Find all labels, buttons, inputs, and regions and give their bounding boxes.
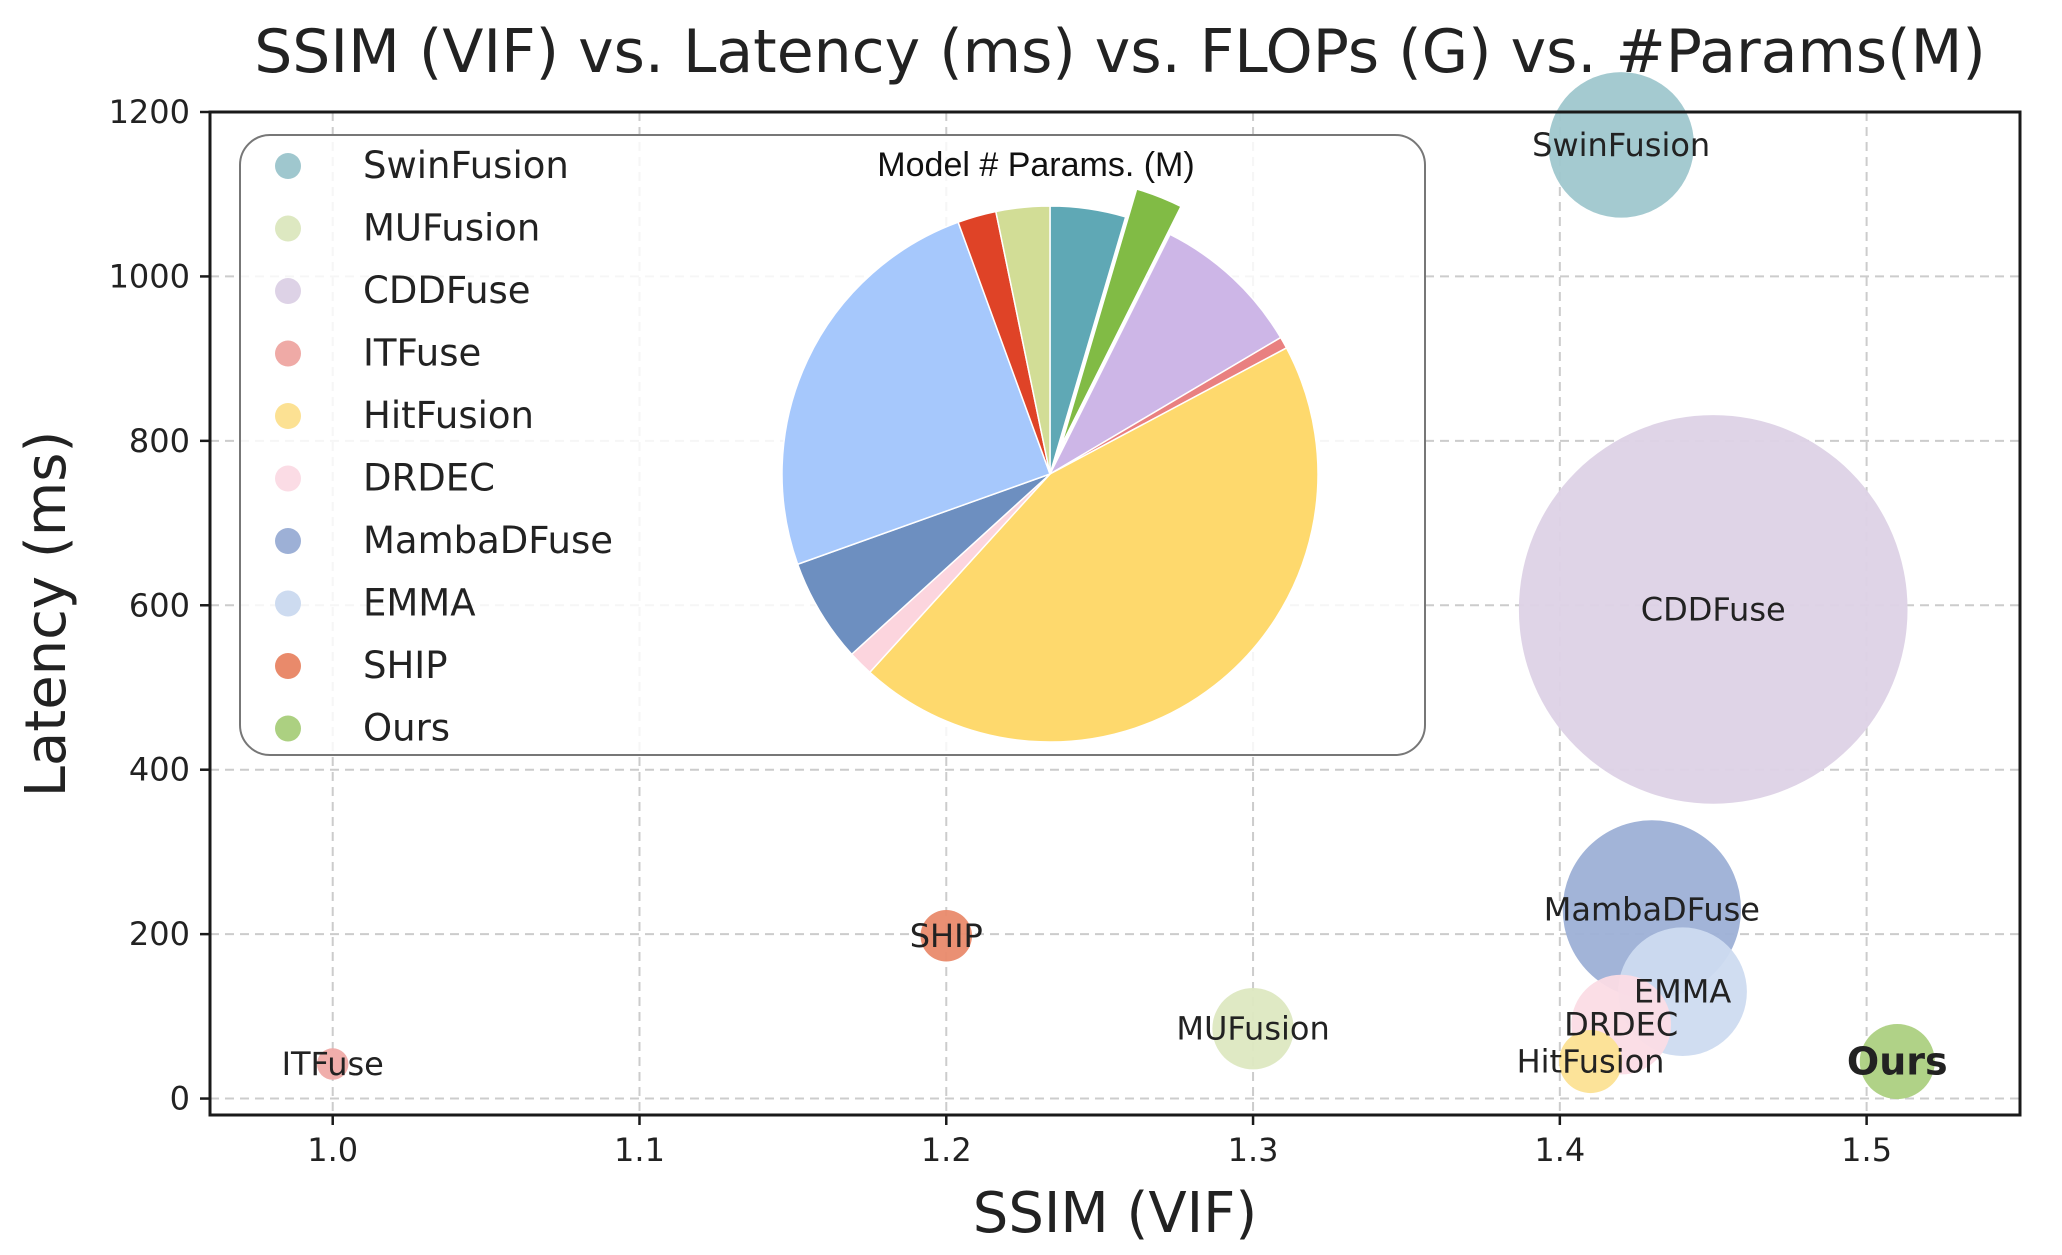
bubble-label-hitfusion: HitFusion xyxy=(1517,1043,1665,1081)
legend-marker-drdec xyxy=(275,465,301,492)
y-tick-label: 800 xyxy=(129,422,190,460)
y-tick-label: 400 xyxy=(129,751,190,789)
x-tick-label: 1.0 xyxy=(307,1131,358,1169)
legend-label-mufusion: MUFusion xyxy=(363,207,540,250)
x-tick-label: 1.3 xyxy=(1228,1131,1279,1169)
pie-slice-cddfuse xyxy=(1048,233,1282,476)
y-axis-label: Latency (ms) xyxy=(14,431,79,798)
bubble-ship xyxy=(920,910,973,962)
x-axis-label: SSIM (VIF) xyxy=(973,1181,1257,1246)
bubble-label-drdec: DRDEC xyxy=(1564,1006,1678,1044)
y-tick-label: 0 xyxy=(170,1080,190,1118)
bubble-label-cddfuse: CDDFuse xyxy=(1641,590,1786,628)
legend-label-ours: Ours xyxy=(363,707,450,750)
x-tick-label: 1.2 xyxy=(921,1131,972,1169)
legend-label-itfuse: ITFuse xyxy=(363,332,481,375)
legend-marker-mambadfuse xyxy=(275,528,301,554)
legend-label-drdec: DRDEC xyxy=(363,457,495,500)
legend-label-mambadfuse: MambaDFuse xyxy=(363,519,613,562)
chart-title: SSIM (VIF) vs. Latency (ms) vs. FLOPs (G… xyxy=(254,17,1986,87)
y-tick-label: 1000 xyxy=(109,257,190,295)
bubble-itfuse xyxy=(316,1048,349,1080)
bubble-label-swinfusion: SwinFusion xyxy=(1532,126,1710,164)
bubble-cddfuse xyxy=(1518,415,1908,804)
bubble-label-itfuse: ITFuse xyxy=(282,1045,384,1083)
params-pie-chart xyxy=(781,188,1319,743)
legend-label-cddfuse: CDDFuse xyxy=(363,269,531,312)
x-tick-label: 1.4 xyxy=(1534,1131,1585,1169)
bubble-label-emma: EMMA xyxy=(1634,973,1731,1011)
bubble-label-mambadfuse: MambaDFuse xyxy=(1544,890,1760,928)
legend-marker-ours xyxy=(275,715,301,742)
x-tick-label: 1.1 xyxy=(614,1131,665,1169)
legend-marker-cddfuse xyxy=(275,278,301,304)
pie-title: Model # Params. (M) xyxy=(877,146,1194,184)
y-tick-label: 600 xyxy=(129,586,190,624)
plot-frame xyxy=(208,110,2022,1117)
pie-slice-ours xyxy=(1060,188,1182,447)
pie-slice-emma xyxy=(781,221,1051,566)
legend-marker-emma xyxy=(275,590,301,617)
legend-marker-hitfusion xyxy=(275,403,301,429)
y-tick-label: 200 xyxy=(129,915,190,953)
pie-slice-mufusion xyxy=(994,205,1051,475)
legend-marker-itfuse xyxy=(275,340,301,367)
legend-label-swinfusion: SwinFusion xyxy=(363,144,569,187)
legend-marker-swinfusion xyxy=(275,153,301,179)
x-tick-label: 1.5 xyxy=(1841,1131,1892,1169)
pie-slice-hitfusion xyxy=(868,346,1319,743)
bubble-hitfusion xyxy=(1558,1030,1623,1094)
legend-marker-ship xyxy=(275,653,301,679)
bubble-labels: SwinFusion MUFusion CDDFuse ITFuse HitFusion… xyxy=(282,126,1948,1084)
legend-label-ship: SHIP xyxy=(363,644,448,687)
legend-marker-mufusion xyxy=(275,215,301,242)
y-tick-label: 1200 xyxy=(109,93,190,131)
bubble-label-ship: SHIP xyxy=(910,917,983,955)
bubble-label-mufusion: MUFusion xyxy=(1176,1010,1329,1048)
legend-label-emma: EMMA xyxy=(363,582,476,625)
axis-ticks: 1.0 1.1 1.2 1.3 1.4 1.5 0 200 400 600 800 1000 1200 xyxy=(109,93,1892,1169)
bubble-mufusion xyxy=(1212,987,1294,1070)
bubbles xyxy=(316,72,1935,1100)
bubble-swinfusion xyxy=(1548,72,1694,218)
legend-label-hitfusion: HitFusion xyxy=(363,394,534,437)
bubble-ours xyxy=(1859,1024,1935,1100)
bubble-label-ours: Ours xyxy=(1847,1040,1948,1084)
